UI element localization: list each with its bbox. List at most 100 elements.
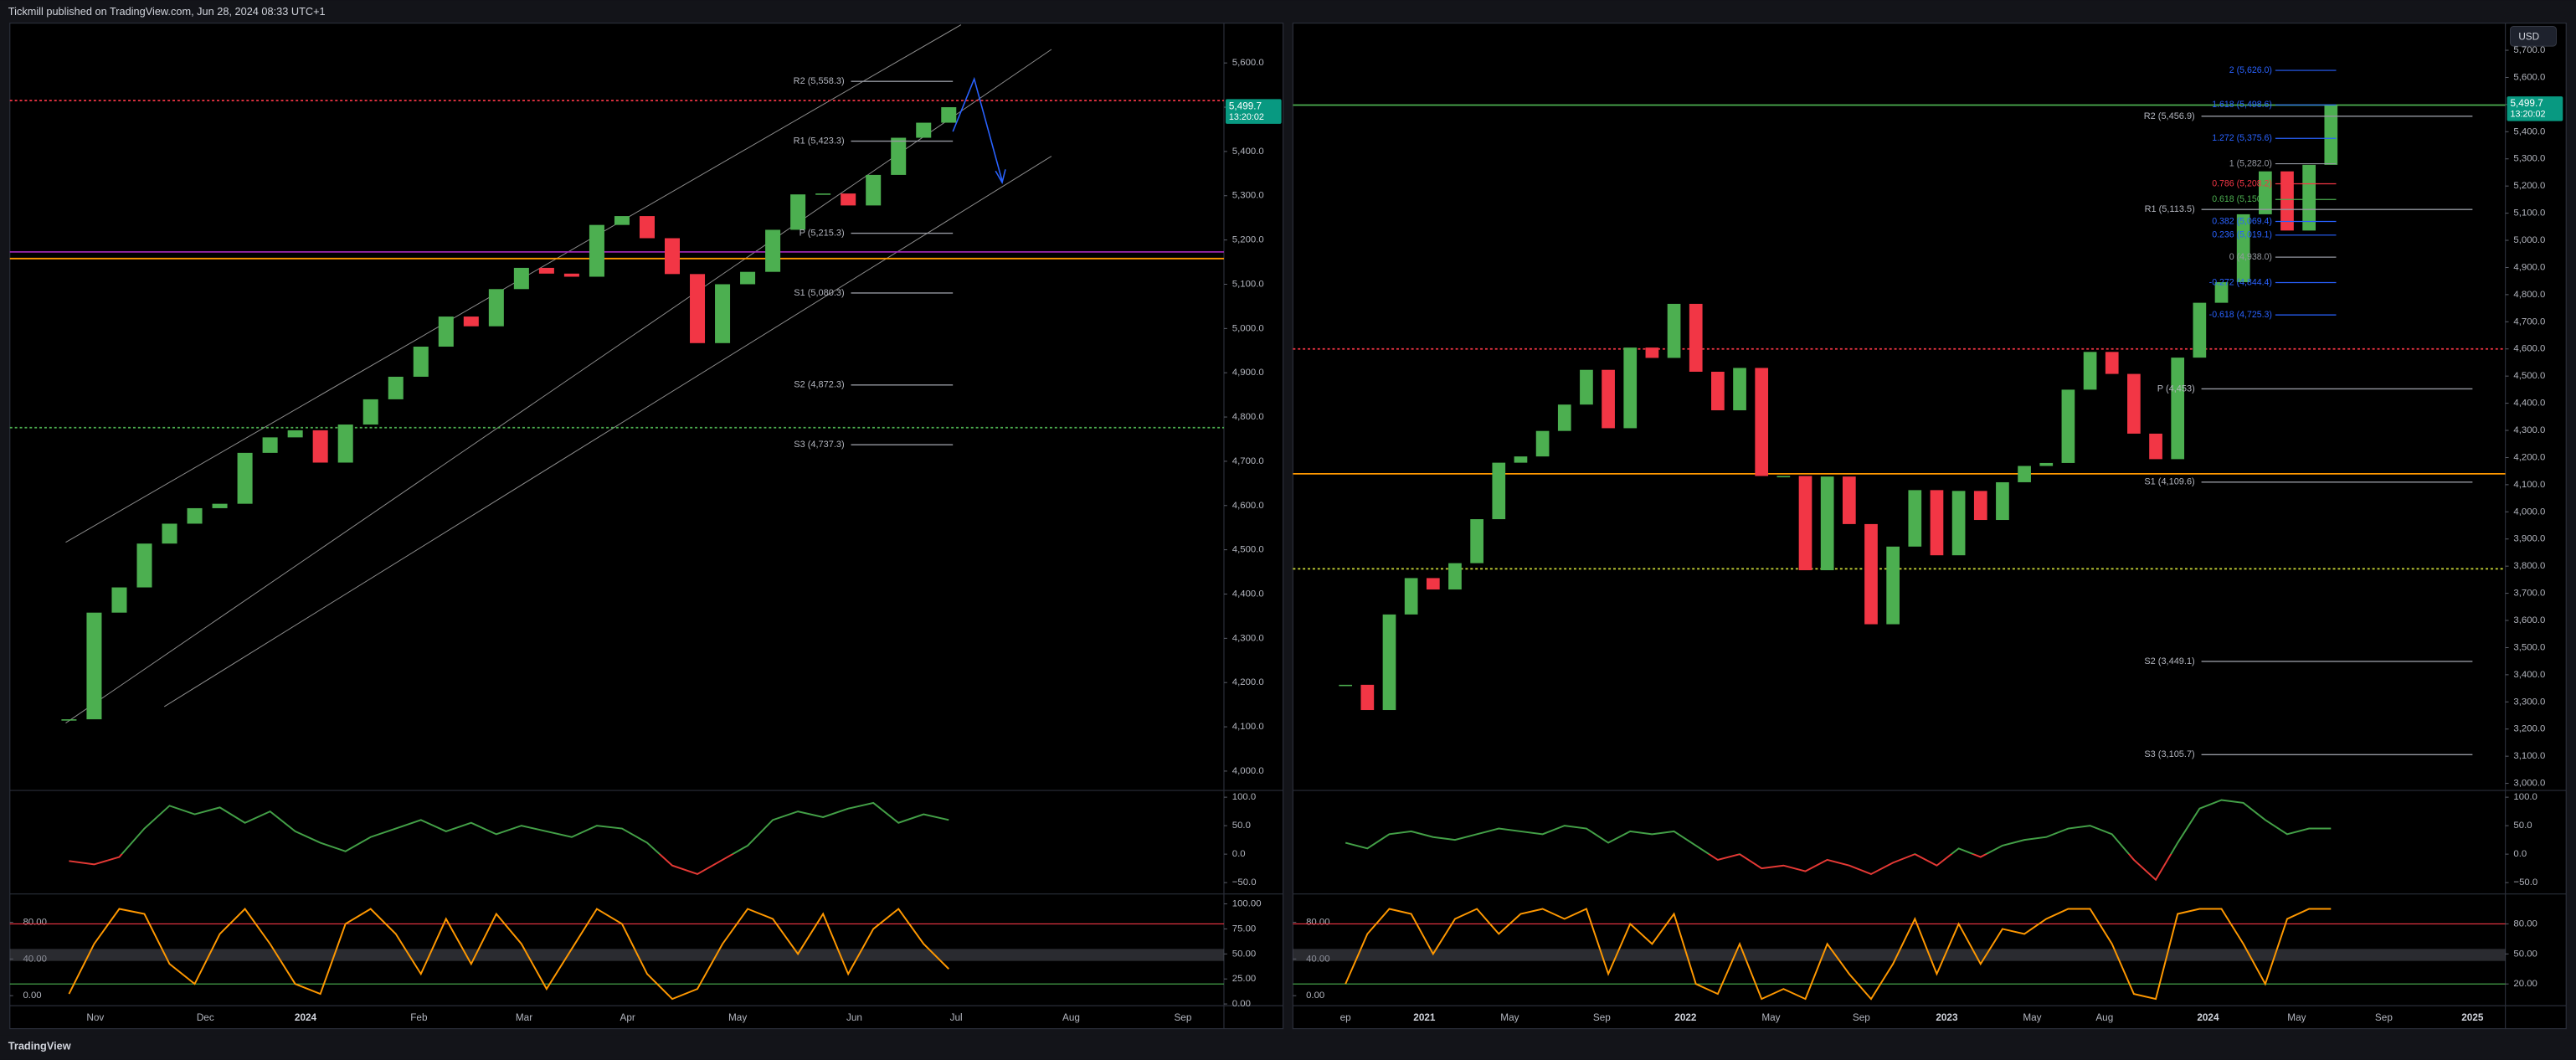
fib-label: -0.618 (4,725.3) [2209,310,2272,320]
y-tick-label: 0.0 [2513,849,2527,859]
trend-line [65,49,1052,723]
pane-separators [9,23,2567,1029]
candle [1973,491,1987,521]
candle [136,543,152,588]
publish-header: Tickmill published on TradingView.com, J… [8,5,326,18]
candle [1645,347,1659,358]
candle [1448,563,1462,590]
x-tick-label: Sep [1593,1012,1611,1023]
x-tick-label: Aug [1062,1012,1080,1023]
y-tick-label: 4,400.0 [2513,399,2545,409]
last-price-label: 5,499.7 [2511,98,2543,109]
countdown: 13:20:02 [1229,112,1264,122]
candle [2061,389,2075,463]
y-tick-label: 50.00 [1232,949,1256,959]
pivot-label: S2 (3,449.1) [2144,656,2194,666]
indicator-line [1345,799,2332,882]
candle [212,503,228,508]
trend-line [163,156,1052,708]
y-tick-label: 5,300.0 [1232,191,1264,201]
candle [815,193,831,195]
candle [941,107,957,123]
candle [2083,352,2097,390]
candle [2039,462,2054,466]
candle [715,284,731,343]
x-tick-label: 2024 [2197,1012,2219,1023]
y-tick-label: 5,400.0 [2513,126,2545,136]
trend-line [65,24,962,543]
y-tick-label: 80.00 [2513,918,2537,929]
candle [162,523,177,544]
y2-tick-label: 40.00 [1306,954,1329,964]
candle [2258,171,2272,214]
candle [1820,476,1834,571]
candle [237,452,253,504]
pivot-label: R1 (5,423.3) [794,136,845,146]
y-tick-label: 3,900.0 [2513,534,2545,544]
pivot-label: R2 (5,456.9) [2144,111,2195,121]
y-tick-label: 4,600.0 [2513,344,2545,354]
y-tick-label: 0.0 [1232,849,1246,859]
candle [413,347,429,377]
y-tick-label: 3,300.0 [2513,697,2545,707]
candle [2149,433,2162,460]
candle [513,267,529,290]
candle [1667,303,1681,358]
last-price-tag [2507,96,2563,121]
candle [1864,523,1878,625]
y-tick-label: 100.00 [1232,899,1262,909]
candle [1382,614,1396,711]
fib-label: -0.272 (4,844.4) [2209,277,2272,287]
candle [337,425,353,463]
candle [538,267,554,274]
last-price-label: 5,499.7 [1229,100,1262,111]
y-tick-label: 5,100.0 [2513,208,2545,219]
y-tick-label: 4,200.0 [1232,677,1264,687]
candle [187,507,203,524]
y-tick-label: 4,000.0 [2513,507,2545,517]
y-tick-label: 5,700.0 [2513,45,2545,55]
candle [287,430,303,438]
x-tick-label: Sep [1174,1012,1191,1023]
candle [111,587,127,613]
forecast-arrow [952,76,1003,182]
fib-label: 1 (5,282.0) [2229,158,2272,168]
candle [86,612,102,720]
candle [563,273,579,277]
footer-bar [0,1035,2576,1060]
candle [1404,578,1418,615]
currency-button[interactable] [2510,26,2557,47]
x-tick-label: May [1761,1012,1780,1023]
y-tick-label: 5,300.0 [2513,154,2545,164]
candle [1951,491,1966,556]
y-tick-label: 5,400.0 [1232,147,1264,157]
candle [1776,476,1791,478]
x-tick-label: Feb [410,1012,428,1023]
candle [1339,684,1353,687]
band [9,949,1224,961]
pivot-label: S2 (4,872.3) [794,380,844,390]
brand: TradingView [8,1040,71,1052]
candle [1886,546,1900,625]
candle [866,174,882,206]
y-tick-label: 3,800.0 [2513,561,2545,571]
fib-label: 0.382 (5,069.4) [2212,216,2272,226]
x-tick-label: May [1500,1012,1519,1023]
y-tick-label: 5,000.0 [1232,323,1264,333]
candle [1492,462,1506,520]
y-tick-label: 4,600.0 [1232,501,1264,511]
pivot-label: P (5,215.3) [800,228,845,238]
y-tick-label: 3,700.0 [2513,589,2545,599]
candle [841,193,856,206]
currency-label[interactable]: USD [2518,31,2539,42]
y-tick-label: 4,800.0 [2513,290,2545,300]
y-tick-label: −50.0 [1232,877,1257,888]
pivot-label: P (4,453) [2157,383,2195,394]
y2-tick-label: 80.00 [1306,918,1329,928]
y-tick-label: 3,500.0 [2513,642,2545,652]
y2-tick-label: 0.00 [23,991,41,1001]
y-tick-label: 3,400.0 [2513,670,2545,680]
y-tick-label: 4,800.0 [1232,412,1264,422]
